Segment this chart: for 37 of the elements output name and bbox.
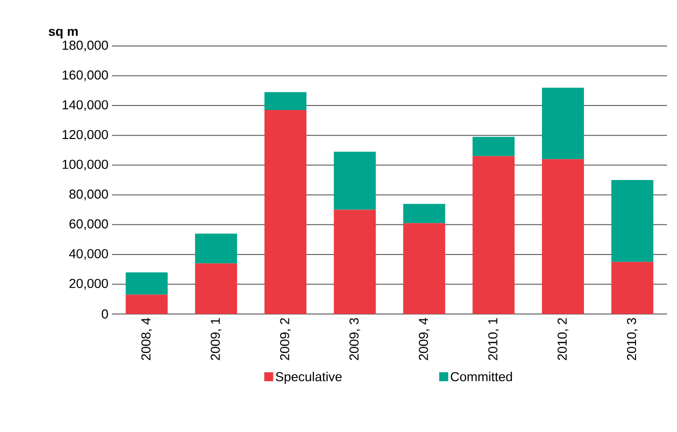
y-tick-label: 0	[102, 309, 108, 319]
bar	[472, 156, 515, 314]
y-tick-label: 60,000	[70, 219, 108, 230]
bar	[334, 210, 376, 314]
x-tick-label: 2010, 3	[626, 318, 638, 360]
y-tick-label: 100,000	[62, 160, 108, 170]
y-tick-label: 40,000	[69, 249, 108, 260]
bar	[403, 223, 446, 314]
y-tick-label: 120,000	[62, 130, 108, 141]
bar	[195, 234, 238, 264]
x-tick-label: 2009, 3	[349, 318, 360, 360]
bar	[611, 180, 654, 262]
bar	[542, 159, 584, 314]
x-tick-label: 2008, 4	[141, 318, 152, 360]
bar	[264, 110, 306, 314]
y-tick-label: 140,000	[62, 100, 108, 111]
y-tick-label: 160,000	[62, 70, 108, 82]
bar	[126, 272, 168, 295]
bar	[472, 136, 515, 156]
bar	[611, 262, 654, 314]
y-tick-label: 80,000	[69, 190, 108, 200]
legend-label: Committed	[450, 372, 512, 382]
bar	[403, 204, 446, 224]
y-tick-label: 20,000	[70, 278, 108, 290]
bar	[126, 294, 168, 314]
y-tick-label: 180,000	[62, 40, 108, 52]
x-tick-label: 2009, 4	[418, 318, 430, 360]
bar	[264, 92, 306, 110]
x-tick-label: 2009, 1	[210, 318, 222, 360]
x-tick-label: 2010, 2	[558, 318, 568, 360]
bar	[195, 263, 238, 314]
x-tick-label: 2009, 2	[280, 318, 291, 360]
bar	[542, 88, 584, 160]
y-axis-title: sq m	[48, 28, 78, 38]
bar	[334, 152, 376, 210]
x-tick-label: 2010, 1	[488, 318, 499, 360]
legend-label: Speculative	[276, 372, 342, 384]
